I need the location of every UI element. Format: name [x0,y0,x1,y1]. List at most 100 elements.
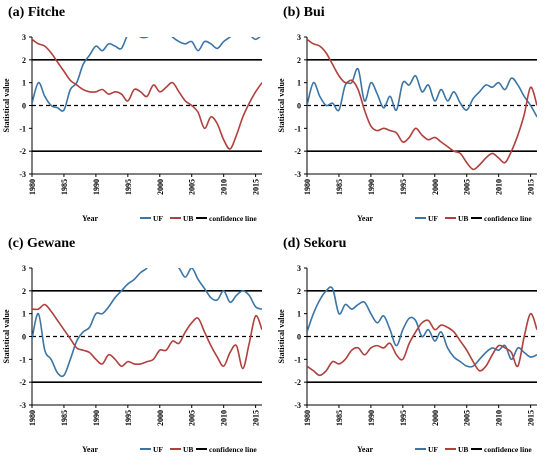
x-tick-label: 2010 [495,410,504,426]
series-group [307,38,537,171]
x-tick-label: 1980 [28,179,37,195]
series-line-ub [307,38,537,171]
y-tick-label: 2 [297,56,301,65]
series-line-ub [307,312,537,377]
y-tick-label: -3 [19,170,26,179]
y-tick-label: 2 [297,287,301,296]
x-tick-label: 1980 [303,410,312,426]
x-tick-label: 1985 [335,410,344,426]
x-tick-label: 2015 [252,179,261,195]
y-tick-label: -3 [294,401,301,410]
y-tick-label: -2 [294,378,301,387]
x-tick-label: 1980 [303,179,312,195]
x-tick-label: 2005 [188,410,197,426]
y-tick-label: -3 [294,170,301,179]
x-tick-label: 1990 [367,410,376,426]
x-tick-label: 1985 [335,179,344,195]
x-tick-label: 2005 [463,410,472,426]
series-line-uf [307,67,537,118]
y-tick-label: 1 [297,79,301,88]
panel-title: (c) Gewane [8,236,75,251]
x-tick-label: 2005 [188,179,197,195]
y-axis-label: Statistical value [277,78,286,132]
panel-a-fitche: (a) Fitche -3 -2 -1 0 1 2 3 1980 1985 1990 1995 2000… [0,0,275,231]
x-tick-label: 1990 [92,410,101,426]
y-tick-label: 3 [22,264,26,273]
x-tick-label: 1990 [92,179,101,195]
legend-confidence-label: confidence line [209,445,257,454]
y-tick-label: 0 [22,102,26,111]
x-tick-label: 2010 [220,410,229,426]
y-tick-label: -1 [294,124,301,133]
legend-uf-label: UF [153,445,163,454]
y-axis-label: Statistical value [2,309,11,363]
x-tick-label: 2015 [527,179,536,195]
legend-uf-label: UF [428,445,438,454]
x-tick-label: 1985 [60,410,69,426]
chart-b-bui: (b) Bui -3 -2 -1 0 1 2 3 1980 1985 1990 1995 2000 200… [277,5,537,223]
y-tick-label: 0 [297,333,301,342]
legend-uf-label: UF [428,214,438,223]
x-tick-label: 2000 [431,410,440,426]
y-tick-label: -3 [19,401,26,410]
y-tick-label: 1 [297,310,301,319]
panel-c-gewane: (c) Gewane -3 -2 -1 0 1 2 3 1980 1985 1990 1995 2000… [0,231,275,462]
x-tick-label: 1985 [60,179,69,195]
series-line-uf [32,37,261,112]
legend-ub-label: UB [183,445,193,454]
panel-title: (d) Sekoru [283,236,347,251]
x-tick-label: 1995 [399,179,408,195]
y-tick-label: 0 [297,102,301,111]
chart-d-sekoru: (d) Sekoru -3 -2 -1 0 1 2 3 1980 1985 1990 1995 2000… [277,236,537,454]
y-tick-label: -2 [19,378,26,387]
x-axis-label: Year [82,445,98,454]
legend-confidence-label: confidence line [484,214,532,223]
x-tick-label: 2000 [431,179,440,195]
x-tick-label: 2010 [495,179,504,195]
x-axis-label: Year [357,445,373,454]
y-tick-label: 3 [297,264,301,273]
y-axis-label: Statistical value [2,78,11,132]
chart-c-gewane: (c) Gewane -3 -2 -1 0 1 2 3 1980 1985 1990 1995 2000… [2,236,262,454]
legend-ub-label: UB [458,214,468,223]
legend-confidence-label: confidence line [209,214,257,223]
y-tick-label: -1 [294,355,301,364]
series-line-ub [32,38,262,150]
x-tick-label: 1980 [28,410,37,426]
series-line-uf [307,286,537,368]
series-group [307,286,537,377]
y-tick-label: 1 [22,79,26,88]
x-tick-label: 2000 [156,179,165,195]
legend-ub-label: UB [458,445,468,454]
legend-confidence-label: confidence line [484,445,532,454]
series-line-ub [32,303,262,370]
legend-ub-label: UB [183,214,193,223]
x-tick-label: 2010 [220,179,229,195]
panel-title: (b) Bui [283,5,325,20]
x-axis-label: Year [82,214,98,223]
x-tick-label: 2015 [527,410,536,426]
y-tick-label: -2 [294,147,301,156]
legend-uf-label: UF [153,214,163,223]
y-tick-label: 3 [297,33,301,42]
y-tick-label: -1 [19,355,26,364]
series-line-uf [32,268,262,378]
x-tick-label: 1990 [367,179,376,195]
x-tick-label: 1995 [399,410,408,426]
panel-title: (a) Fitche [8,5,65,20]
x-tick-label: 2000 [156,410,165,426]
series-group [32,37,262,150]
y-tick-label: 2 [22,56,26,65]
y-tick-label: 2 [22,287,26,296]
x-tick-label: 2005 [463,179,472,195]
x-tick-label: 2015 [252,410,261,426]
x-tick-label: 1995 [124,179,133,195]
series-group [32,268,262,378]
y-tick-label: -2 [19,147,26,156]
panel-b-bui: (b) Bui -3 -2 -1 0 1 2 3 1980 1985 1990 1995 2000 200… [275,0,550,231]
y-tick-label: 3 [22,33,26,42]
x-tick-label: 1995 [124,410,133,426]
y-axis-label: Statistical value [277,309,286,363]
chart-a-fitche: (a) Fitche -3 -2 -1 0 1 2 3 1980 1985 1990 1995 2000… [2,5,262,223]
panel-d-sekoru: (d) Sekoru -3 -2 -1 0 1 2 3 1980 1985 1990 1995 2000… [275,231,550,462]
